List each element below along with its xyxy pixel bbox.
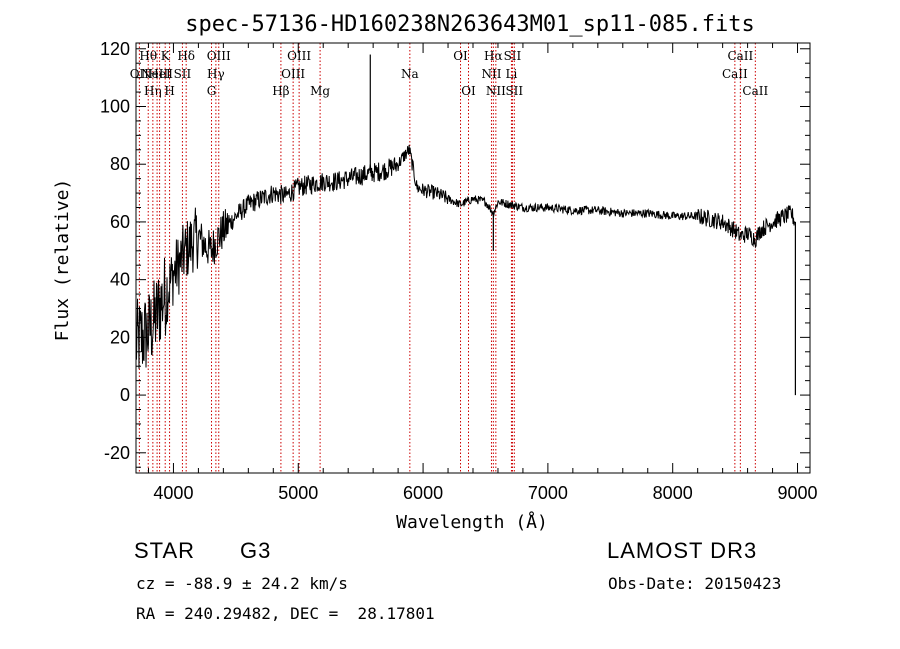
line-marker-label: K xyxy=(161,49,171,63)
line-marker-label: CaII xyxy=(727,49,753,63)
line-marker-label: Mg xyxy=(310,84,330,98)
line-marker-label: SII xyxy=(174,67,192,81)
line-marker-label: SII xyxy=(504,49,522,63)
x-tick-label: 7000 xyxy=(528,483,568,503)
line-marker-label: Hγ xyxy=(207,67,225,81)
line-marker-label: Hβ xyxy=(272,84,289,98)
line-marker-label: Li xyxy=(506,67,518,81)
line-marker-label: HeI xyxy=(148,67,171,81)
plot-frame xyxy=(135,42,811,474)
line-marker-label: G xyxy=(207,84,217,98)
object-subclass: G3 xyxy=(240,538,272,563)
line-marker-label: NII xyxy=(481,67,501,81)
object-class: STAR xyxy=(134,538,196,563)
line-marker-label: OIII xyxy=(207,49,231,63)
survey-name: LAMOST DR3 xyxy=(607,538,758,563)
line-marker-label: OIII xyxy=(287,49,311,63)
x-tick-label: 4000 xyxy=(153,483,193,503)
y-tick-label: 120 xyxy=(100,39,130,59)
y-tick-label: -20 xyxy=(104,443,130,463)
x-tick-label: 8000 xyxy=(653,483,693,503)
y-tick-label: 60 xyxy=(110,212,130,232)
chart-title: spec-57136-HD160238N263643M01_sp11-085.f… xyxy=(185,12,755,37)
x-axis-label: Wavelength (Å) xyxy=(396,511,548,533)
line-markers: OIIHθHηNeIIIHeIKHSIIHδGHγOIIIHβOIIIOIIIM… xyxy=(130,43,768,473)
line-marker-label: Hθ xyxy=(139,49,157,63)
x-tick-label: 6000 xyxy=(403,483,443,503)
line-marker-label: Hα xyxy=(484,49,503,63)
x-tick-label: 5000 xyxy=(278,483,318,503)
y-tick-label: 100 xyxy=(100,96,130,116)
line-marker-label: SII xyxy=(505,84,523,98)
line-marker-label: OII xyxy=(130,67,150,81)
line-marker-label: OI xyxy=(461,84,476,98)
line-marker-label: CaII xyxy=(742,84,768,98)
spectral-features xyxy=(369,54,796,396)
y-tick-label: 80 xyxy=(110,154,130,174)
x-tick-label: 9000 xyxy=(777,483,817,503)
line-marker-label: Hη xyxy=(144,84,162,98)
obs-date: Obs-Date: 20150423 xyxy=(608,574,782,593)
line-marker-label: H xyxy=(164,84,174,98)
line-marker-label: Hδ xyxy=(177,49,195,63)
y-axis-label: Flux (relative) xyxy=(52,179,73,342)
line-marker-label: NeIII xyxy=(141,67,173,81)
spectrum-chart: spec-57136-HD160238N263643M01_sp11-085.f… xyxy=(52,12,818,533)
axes: 4000 5000 6000 7000 8000 9000 -20 0 20 40 60 80 100 1… xyxy=(100,39,818,503)
redshift-text: cz = -88.9 ± 24.2 km/s xyxy=(136,574,348,593)
line-marker-label: NII xyxy=(486,84,506,98)
y-tick-label: 20 xyxy=(110,327,130,347)
line-marker-label: OI xyxy=(453,49,468,63)
line-marker-label: CaII xyxy=(722,67,748,81)
spectrum-line xyxy=(135,144,796,369)
line-marker-label: Na xyxy=(401,67,419,81)
y-tick-label: 0 xyxy=(120,385,130,405)
line-marker-label: OIII xyxy=(281,67,305,81)
coordinates: RA = 240.29482, DEC = 28.17801 xyxy=(136,604,435,623)
y-tick-label: 40 xyxy=(110,270,130,290)
